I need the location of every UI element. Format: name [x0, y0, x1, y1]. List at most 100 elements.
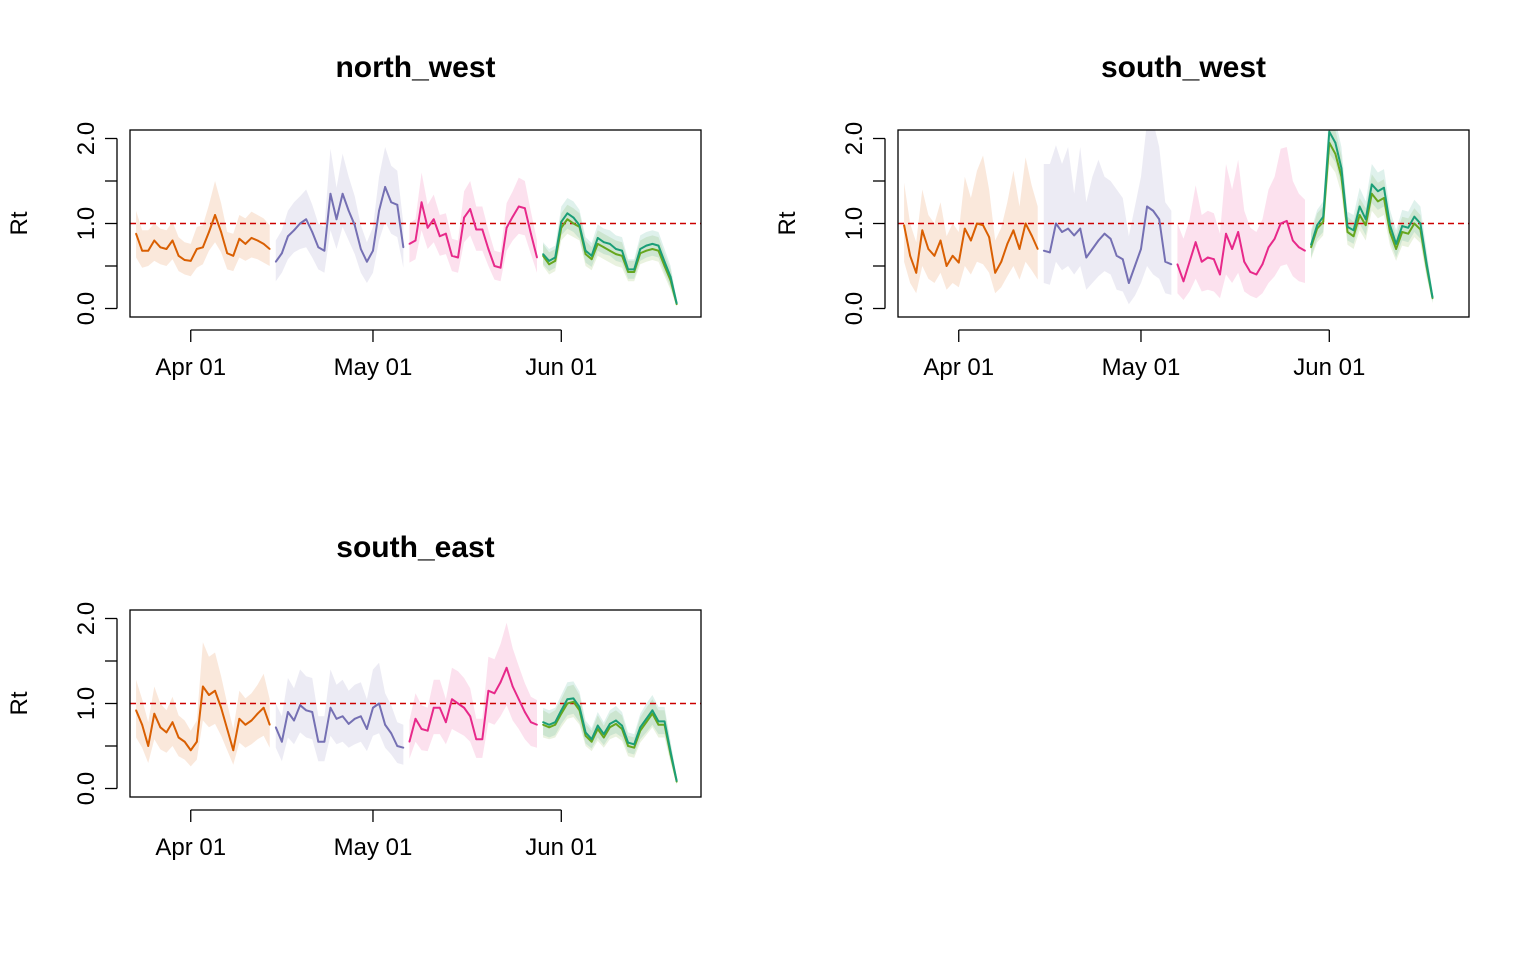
data-point: [1322, 215, 1325, 218]
data-point: [511, 685, 514, 688]
data-point: [280, 740, 283, 743]
data-point: [195, 740, 198, 743]
data-point: [615, 723, 617, 725]
data-point: [426, 226, 429, 229]
data-point: [1055, 222, 1057, 225]
x-tick-label: Apr 01: [155, 354, 226, 381]
plot-frame: [129, 129, 702, 318]
data-point: [268, 723, 271, 726]
data-point: [1079, 227, 1082, 230]
series-window2: [1042, 205, 1173, 284]
data-point: [1376, 190, 1379, 193]
data-point: [463, 706, 465, 709]
data-point: [511, 215, 514, 218]
data-point: [426, 729, 429, 732]
data-point: [311, 231, 314, 233]
data-point: [602, 736, 605, 739]
series-line-window3: [1176, 219, 1306, 283]
ci-band-window4b: [543, 198, 677, 306]
data-point: [408, 243, 411, 245]
series-window4a: [1310, 141, 1434, 300]
data-point: [1273, 237, 1276, 240]
data-point: [1340, 167, 1343, 170]
data-point: [226, 728, 229, 730]
y-tick-label: 0.0: [73, 772, 100, 805]
data-point: [909, 254, 912, 257]
data-point: [396, 745, 399, 747]
data-point: [1170, 263, 1173, 266]
data-point: [159, 246, 162, 249]
data-point: [177, 254, 180, 257]
data-point: [159, 726, 162, 729]
data-point: [982, 224, 984, 227]
data-point: [244, 243, 247, 245]
series-line-window2: [274, 702, 404, 749]
data-point: [566, 218, 569, 221]
y-axis-label: Rt: [774, 211, 801, 235]
data-point: [663, 720, 666, 723]
series-line-window2: [274, 185, 405, 263]
data-point: [293, 229, 295, 232]
data-point: [530, 232, 532, 235]
data-point: [1225, 232, 1227, 235]
data-point: [287, 711, 289, 713]
data-point: [657, 244, 660, 247]
plot-frame: [129, 609, 702, 798]
data-point: [645, 721, 648, 724]
data-point: [232, 749, 235, 752]
data-point: [554, 723, 557, 726]
data-point: [633, 268, 636, 271]
data-point: [596, 237, 599, 239]
data-point: [566, 698, 569, 701]
data-point: [250, 719, 253, 722]
data-point: [487, 689, 490, 692]
data-point: [189, 749, 192, 752]
data-point: [657, 720, 660, 723]
data-point: [1006, 243, 1009, 245]
data-point: [1012, 229, 1015, 232]
data-point: [311, 711, 314, 713]
data-point: [244, 723, 247, 726]
data-point: [1395, 243, 1398, 245]
data-point: [335, 717, 338, 720]
data-point: [608, 243, 611, 245]
data-point: [1352, 229, 1355, 232]
data-point: [1389, 224, 1391, 227]
data-point: [523, 711, 526, 713]
data-point: [566, 702, 569, 705]
data-point: [1389, 231, 1391, 233]
data-point: [927, 248, 930, 250]
y-tick-label: 0.0: [73, 292, 100, 325]
data-point: [639, 726, 642, 729]
data-point: [499, 681, 502, 684]
data-point: [201, 246, 204, 249]
data-point: [299, 222, 301, 225]
data-point: [390, 201, 393, 204]
plot-area: [130, 622, 701, 786]
data-point: [147, 745, 150, 747]
data-point: [669, 276, 672, 278]
data-point: [305, 709, 308, 712]
data-point: [329, 706, 332, 709]
data-point: [438, 706, 441, 709]
data-point: [1401, 225, 1404, 227]
data-point: [1261, 263, 1264, 266]
data-point: [1413, 222, 1416, 225]
data-point: [572, 216, 575, 219]
panel-north-west: north_west Apr 01 May 01 Jun 01 0.0 1.0 2.0 Rt: [6, 51, 702, 381]
data-point: [438, 235, 441, 238]
data-point: [584, 731, 587, 734]
data-point: [615, 248, 617, 250]
data-point: [523, 207, 526, 210]
data-point: [1401, 231, 1404, 233]
data-point: [1358, 214, 1361, 216]
data-point: [359, 248, 362, 250]
data-point: [548, 723, 551, 726]
data-point: [226, 252, 229, 255]
data-point: [414, 717, 417, 720]
data-point: [293, 719, 295, 722]
data-point: [183, 740, 186, 743]
data-point: [1358, 205, 1361, 208]
chart-title: south_west: [1101, 51, 1266, 84]
data-point: [602, 733, 605, 735]
